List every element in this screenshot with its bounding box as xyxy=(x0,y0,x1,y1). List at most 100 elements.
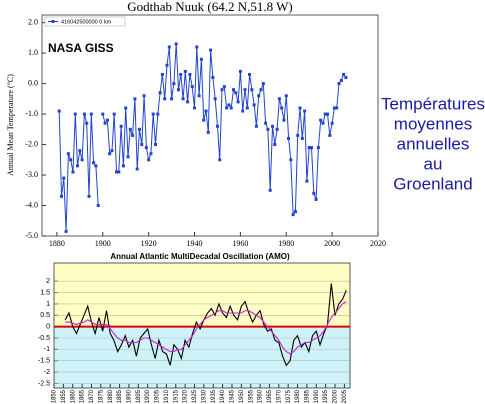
point xyxy=(73,112,77,116)
y-tick-label: -2 xyxy=(44,369,50,376)
x-tick-label: 1955 xyxy=(248,389,254,403)
point xyxy=(319,118,323,122)
point xyxy=(312,191,316,195)
x-tick-label: 1880 xyxy=(49,239,65,248)
point xyxy=(222,85,226,89)
point xyxy=(303,109,307,113)
x-tick-label: 1855 xyxy=(61,389,67,403)
point xyxy=(142,94,146,98)
x-tick-label: 1945 xyxy=(230,389,236,403)
point xyxy=(337,82,341,86)
point xyxy=(137,127,141,131)
point xyxy=(105,118,109,122)
point xyxy=(206,130,210,134)
chart-title: Godthab Nuuk (64.2 N,51.8 W) xyxy=(127,0,293,14)
point xyxy=(156,112,160,116)
x-tick-label: 1925 xyxy=(192,389,198,403)
point xyxy=(94,164,98,168)
point xyxy=(218,158,222,162)
point xyxy=(183,69,187,73)
point xyxy=(144,146,148,150)
point xyxy=(309,146,313,150)
y-tick-label: 0.0 xyxy=(28,78,38,87)
point xyxy=(101,112,105,116)
point xyxy=(291,213,295,217)
plot-frame xyxy=(41,14,379,237)
x-tick-label: 1935 xyxy=(211,389,217,403)
point xyxy=(124,106,128,110)
x-tick-label: 2000 xyxy=(324,239,340,248)
y-tick-label: 0 xyxy=(46,323,50,330)
legend-marker xyxy=(51,20,55,23)
point xyxy=(57,109,61,113)
y-tick-label: -4.0 xyxy=(25,200,38,209)
caption-line: Groenland xyxy=(393,174,472,193)
point xyxy=(197,94,201,98)
x-tick-label: 1895 xyxy=(136,389,142,403)
point xyxy=(287,136,291,140)
point xyxy=(335,106,339,110)
point xyxy=(234,91,238,95)
x-tick-label: 2005 xyxy=(342,389,348,403)
point xyxy=(181,97,185,101)
point xyxy=(115,170,119,174)
point xyxy=(213,97,217,101)
point xyxy=(289,158,293,162)
point xyxy=(80,158,84,162)
point xyxy=(76,164,80,168)
point xyxy=(121,164,125,168)
x-tick-label: 1930 xyxy=(201,389,207,403)
point xyxy=(62,176,66,180)
annotation: NASA GISS xyxy=(48,41,114,55)
point xyxy=(135,167,139,171)
point xyxy=(232,88,236,92)
point xyxy=(298,106,302,110)
y-tick-label: 1.5 xyxy=(40,289,50,296)
point xyxy=(140,143,144,147)
point xyxy=(280,106,284,110)
x-tick-label: 1960 xyxy=(258,389,264,403)
point xyxy=(151,112,155,116)
point xyxy=(158,91,162,95)
legend-label: 416042500000 0 km xyxy=(61,19,112,25)
point xyxy=(195,45,199,49)
x-tick-label: 2020 xyxy=(370,239,386,248)
x-tick-label: 1970 xyxy=(276,389,282,403)
series-line xyxy=(58,110,99,232)
point xyxy=(202,118,206,122)
point xyxy=(241,109,245,113)
point xyxy=(128,127,132,131)
point xyxy=(284,94,288,98)
point xyxy=(275,127,279,131)
x-tick-label: 1875 xyxy=(98,389,104,403)
point xyxy=(215,124,219,128)
point xyxy=(131,133,135,137)
point xyxy=(85,121,89,125)
point xyxy=(259,88,263,92)
x-tick-label: 1850 xyxy=(52,389,58,403)
point xyxy=(163,97,167,101)
point xyxy=(174,42,178,46)
point xyxy=(71,170,75,174)
point xyxy=(344,75,348,79)
point xyxy=(170,97,174,101)
x-tick-label: 1870 xyxy=(89,389,95,403)
point xyxy=(227,103,231,107)
point xyxy=(277,97,281,101)
x-tick-label: 1880 xyxy=(108,389,114,403)
point xyxy=(270,124,274,128)
point xyxy=(225,106,229,110)
plot-bg-negative xyxy=(54,326,350,388)
point xyxy=(243,88,247,92)
legend-box xyxy=(44,16,126,27)
point xyxy=(257,94,261,98)
x-tick-label: 1980 xyxy=(295,389,301,403)
point xyxy=(126,155,130,159)
point xyxy=(188,72,192,76)
x-tick-label: 1900 xyxy=(145,389,151,403)
x-tick-label: 1985 xyxy=(304,389,310,403)
point xyxy=(238,69,242,73)
point xyxy=(204,109,208,113)
caption-line: Températures xyxy=(381,94,485,113)
